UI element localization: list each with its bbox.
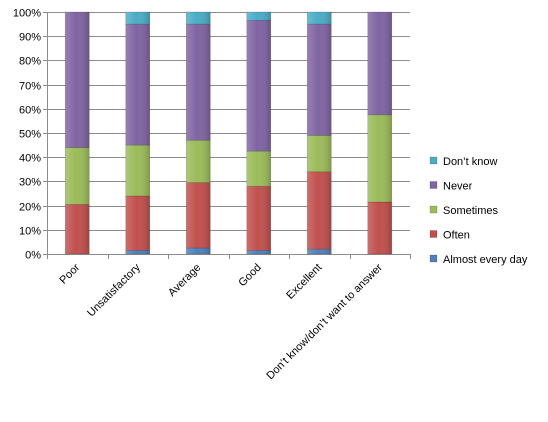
x-tick-label: Average [166,262,203,299]
legend-label: Almost every day [443,254,528,266]
bar-segment-shade [246,186,271,251]
bar-segment-shade [125,12,150,25]
bar-segment-shade [307,12,332,25]
x-tick-label: Poor [57,261,82,286]
bar-segment-shade [307,24,332,136]
legend-swatch [429,156,438,165]
bar-segment-shade [186,182,211,248]
y-tick-label: 10% [19,226,41,238]
bar-segment-shade [367,114,392,202]
y-tick-label: 80% [19,56,41,68]
x-tick-label: Excellent [284,262,324,302]
legend-label: Often [443,230,470,242]
y-tick-label: 30% [19,177,41,189]
bar-segment-shade [367,12,392,115]
bar-segment-shade [125,145,150,196]
y-tick-label: 50% [19,129,41,141]
legend-label: Don’t know [443,156,497,168]
y-tick-label: 100% [13,8,41,20]
y-tick-label: 70% [19,81,41,93]
bar-segment-shade [186,140,211,183]
bars [64,11,393,255]
x-tick-label: Unsatisfactory [85,261,143,319]
bar-segment-shade [367,201,392,254]
bar-segment-shade [125,250,150,254]
bar-segment-shade [65,12,90,148]
bar-segment-shade [246,250,271,254]
bar-segment-shade [246,151,271,187]
y-tick-label: 20% [19,202,41,214]
bar-segment-shade [307,135,332,172]
legend-swatch [429,205,438,214]
legend-swatch [429,181,438,189]
y-tick-label: 0% [25,250,41,262]
bar-segment-shade [307,171,332,250]
bar-segment-shade [186,12,211,25]
y-tick-label: 90% [19,32,41,44]
x-tick-labels: Poor Unsatisfactory Average Good ExcellentDo… [57,261,385,382]
y-tick-labels: 0% 10% 20% 30% 40% 50% 60% 70% 80% 90% 100% [13,8,41,262]
y-tick-label: 60% [19,105,41,117]
bar-segment-shade [65,147,90,205]
gridlines [47,12,410,231]
legend-label: Sometimes [443,205,499,217]
bar-segment-shade [307,249,332,254]
x-tick-label: Good [236,262,264,290]
legend-label: Never [443,181,473,193]
legend-swatch [429,254,438,263]
axes [43,12,411,259]
bar-segment-shade [186,247,211,254]
x-tick-label: Don’t know/don’t want to answer [264,261,385,382]
y-tick-label: 40% [19,153,41,165]
bar-segment-shade [186,24,211,141]
bar-segment-shade [246,20,271,152]
legend: Don’t know Never Sometimes Often Almost ever… [429,156,528,266]
legend-swatch [429,230,438,238]
bar-segment-shade [125,195,150,251]
bar-segment-shade [125,24,150,146]
bar-segment-shade [246,12,271,21]
bar-segment-shade [65,204,90,254]
